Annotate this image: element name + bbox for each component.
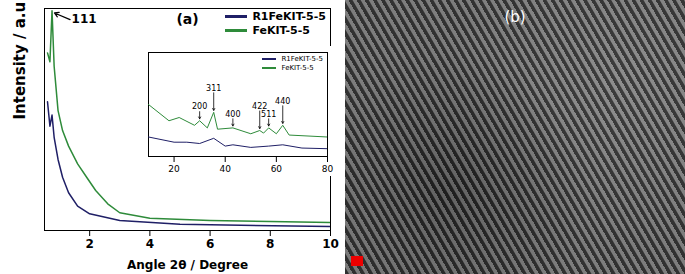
svg-text:422: 422 — [252, 101, 268, 111]
svg-text:20: 20 — [168, 164, 180, 174]
svg-text:Angle 2θ / Degree: Angle 2θ / Degree — [127, 258, 248, 272]
svg-text:511: 511 — [261, 110, 276, 119]
html-text:(b): (b) — [504, 8, 526, 26]
html-text:R1FeKIT-5-5: R1FeKIT-5-5 — [281, 55, 323, 63]
svg-text:400: 400 — [225, 110, 240, 119]
svg-text:311: 311 — [206, 84, 221, 93]
svg-text:2: 2 — [85, 237, 93, 251]
svg-text:8: 8 — [266, 237, 274, 251]
svg-text:111: 111 — [72, 12, 97, 26]
html-text:FeKIT-5-5: FeKIT-5-5 — [252, 23, 310, 37]
svg-text:10: 10 — [322, 237, 339, 251]
svg-text:Intensity / a.u: Intensity / a.u — [11, 2, 29, 120]
svg-text:40: 40 — [219, 164, 231, 174]
svg-text:80: 80 — [322, 164, 334, 174]
svg-text:200: 200 — [192, 102, 207, 111]
html-text:R1FeKIT-5-5: R1FeKIT-5-5 — [252, 10, 326, 23]
svg-text:4: 4 — [146, 237, 154, 251]
svg-text:6: 6 — [206, 237, 214, 251]
svg-text:60: 60 — [271, 164, 283, 174]
html-text:FeKIT-5-5: FeKIT-5-5 — [281, 63, 314, 72]
svg-text:440: 440 — [275, 97, 290, 106]
svg-text:(a): (a) — [176, 11, 198, 27]
